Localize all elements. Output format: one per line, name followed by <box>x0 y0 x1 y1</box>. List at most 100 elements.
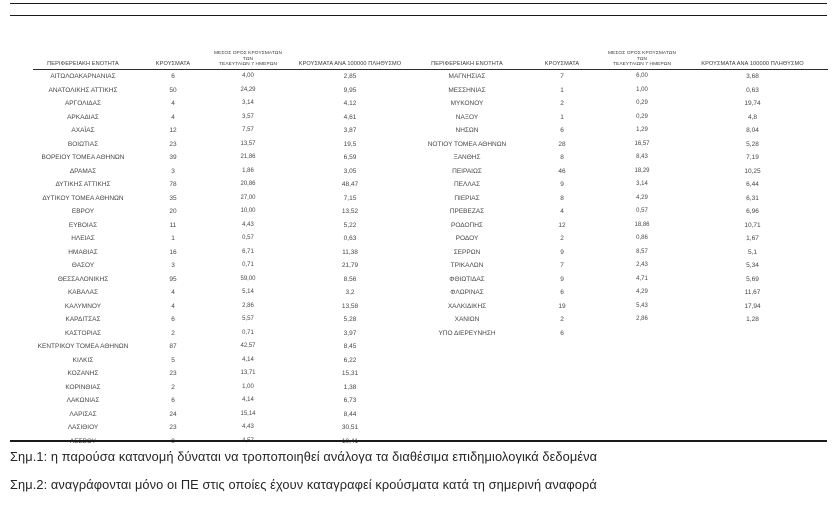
region-name: ΠΙΕΡΙΑΣ <box>454 194 480 202</box>
cases-value: 4 <box>560 208 564 216</box>
table-row: ΗΛΕΙΑΣ 1 0,57 0,63 <box>33 232 417 246</box>
avg7-value: 21,86 <box>240 154 256 161</box>
region-name: ΘΕΣΣΑΛΟΝΙΚΗΣ <box>57 275 109 283</box>
per100k-value: 13,52 <box>341 208 359 216</box>
table-row: ΑΡΓΟΛΙΔΑΣ 4 3,14 4,12 <box>33 97 417 111</box>
cases-value: 1 <box>171 235 175 243</box>
per100k-value: 3,87 <box>343 127 357 135</box>
per100k-value: 4,8 <box>747 113 758 121</box>
table-row: ΤΡΙΚΑΛΩΝ 7 2,43 5,34 <box>417 259 828 273</box>
per100k-value: 0,63 <box>746 86 759 94</box>
region-name: ΒΟΙΩΤΙΑΣ <box>67 140 99 148</box>
table-row: ΧΑΝΙΩΝ 2 2,86 1,28 <box>417 313 828 327</box>
column-header-per-100k: ΚΡΟΥΣΜΑΤΑ ΑΝΑ 100000 ΠΛΗΘΥΣΜΟ <box>701 61 804 67</box>
table-bottom-rule <box>10 440 827 442</box>
region-name: ΧΑΝΙΩΝ <box>454 316 480 324</box>
column-header-7day-average-line2: ΤΕΛΕΥΤΑΙΩΝ 7 ΗΜΕΡΩΝ <box>612 61 672 67</box>
table-row: ΜΕΣΣΗΝΙΑΣ 1 1,00 0,63 <box>417 84 828 98</box>
per100k-value: 1,38 <box>343 383 357 391</box>
avg7-value: 4,00 <box>242 73 254 80</box>
footnote-1: Σημ.1: η παρούσα κατανομή δύναται να τρο… <box>10 449 598 464</box>
avg7-value: 8,43 <box>636 154 648 161</box>
column-header-per-100k: ΚΡΟΥΣΜΑΤΑ ΑΝΑ 100000 ΠΛΗΘΥΣΜΟ <box>298 61 402 67</box>
avg7-value: 10,00 <box>240 208 256 215</box>
region-name: ΝΟΤΙΟΥ ΤΟΜΕΑ ΑΘΗΝΩΝ <box>427 140 507 148</box>
region-name: ΚΕΝΤΡΙΚΟΥ ΤΟΜΕΑ ΑΘΗΝΩΝ <box>37 343 129 351</box>
column-header-region: ΠΕΡΙΦΕΡΕΙΑΚΗ ΕΝΟΤΗΤΑ <box>47 61 119 67</box>
region-name: ΑΝΑΤΟΛΙΚΗΣ ΑΤΤΙΚΗΣ <box>48 86 118 94</box>
table-row: ΚΑΛΥΜΝΟΥ 4 2,86 13,58 <box>33 300 417 314</box>
region-name: ΔΥΤΙΚΗΣ ΑΤΤΙΚΗΣ <box>55 181 111 189</box>
per100k-value: 8,04 <box>746 127 759 135</box>
cases-value: 50 <box>169 86 177 94</box>
table-row: ΚΑΡΔΙΤΣΑΣ 6 5,57 5,28 <box>33 313 417 327</box>
region-name: ΠΡΕΒΕΖΑΣ <box>449 208 485 216</box>
per100k-value: 9,95 <box>343 86 357 94</box>
per100k-value: 7,19 <box>746 154 759 162</box>
avg7-value: 24,29 <box>240 86 256 93</box>
column-header-cases: ΚΡΟΥΣΜΑΤΑ <box>155 61 191 67</box>
per100k-value: 5,28 <box>343 316 357 324</box>
per100k-value: 5,28 <box>746 140 759 148</box>
avg7-value: 4,14 <box>242 397 254 404</box>
region-name: ΠΕΙΡΑΙΩΣ <box>452 167 482 175</box>
cases-value: 8 <box>560 194 564 202</box>
cases-value: 1 <box>560 113 564 121</box>
table-row: ΘΑΣΟΥ 3 0,71 21,79 <box>33 259 417 273</box>
region-name: ΚΑΡΔΙΤΣΑΣ <box>65 316 101 324</box>
avg7-value: 59,00 <box>240 275 256 282</box>
cases-value: 5 <box>171 356 175 364</box>
table-row: ΒΟΡΕΙΟΥ ΤΟΜΕΑ ΑΘΗΝΩΝ 39 21,86 6,59 <box>33 151 417 165</box>
per100k-value: 19,74 <box>744 100 761 108</box>
cases-value: 2 <box>560 235 564 243</box>
avg7-value: 4,14 <box>242 356 254 363</box>
table-body-left: ΑΙΤΩΛΟΑΚΑΡΝΑΝΙΑΣ 6 4,00 2,85 ΑΝΑΤΟΛΙΚΗΣ … <box>33 70 417 448</box>
per100k-value: 48,47 <box>341 181 359 189</box>
per100k-value: 19,5 <box>343 140 357 148</box>
per100k-value: 30,51 <box>341 424 359 432</box>
region-name: ΜΑΓΝΗΣΙΑΣ <box>448 73 486 81</box>
avg7-value: 4,29 <box>636 194 648 201</box>
table-row: ΜΥΚΟΝΟΥ 2 0,29 19,74 <box>417 97 828 111</box>
avg7-value: 1,29 <box>636 127 648 134</box>
cases-value: 23 <box>169 140 177 148</box>
per100k-value: 6,31 <box>746 194 759 202</box>
table-body-right: ΜΑΓΝΗΣΙΑΣ 7 6,00 3,68 ΜΕΣΣΗΝΙΑΣ 1 1,00 0… <box>417 70 828 340</box>
per100k-value: 10,25 <box>744 167 761 175</box>
avg7-value: 6,71 <box>242 248 254 255</box>
region-name: ΔΡΑΜΑΣ <box>69 167 97 175</box>
per100k-value: 6,73 <box>343 397 357 405</box>
cases-value: 3 <box>171 167 175 175</box>
table-row: ΘΕΣΣΑΛΟΝΙΚΗΣ 95 59,00 8,56 <box>33 273 417 287</box>
avg7-value: 3,57 <box>242 113 254 120</box>
avg7-value: 6,00 <box>636 73 648 80</box>
footnote-2: Σημ.2: αναγράφονται μόνο οι ΠΕ στις οποί… <box>10 477 597 492</box>
top-horizontal-rule-2 <box>10 15 827 16</box>
per100k-value: 6,59 <box>343 154 357 162</box>
regional-cases-table: ΠΕΡΙΦΕΡΕΙΑΚΗ ΕΝΟΤΗΤΑ ΚΡΟΥΣΜΑΤΑ ΜΕΣΟΣ ΟΡΟ… <box>33 48 828 448</box>
table-row: ΒΟΙΩΤΙΑΣ 23 13,57 19,5 <box>33 138 417 152</box>
per100k-value: 2,85 <box>343 73 357 81</box>
region-name: ΚΑΣΤΟΡΙΑΣ <box>64 329 102 337</box>
region-name: ΚΟΖΑΝΗΣ <box>67 370 99 378</box>
cases-value: 12 <box>169 127 177 135</box>
region-name: ΥΠΟ ΔΙΕΡΕΥΝΗΣΗ <box>438 329 496 337</box>
cases-value: 2 <box>560 100 564 108</box>
avg7-value: 5,43 <box>636 302 648 309</box>
cases-value: 20 <box>169 208 177 216</box>
avg7-value: 27,00 <box>240 194 256 201</box>
avg7-value: 2,43 <box>636 262 648 269</box>
per100k-value: 13,58 <box>341 302 359 310</box>
avg7-value: 42,57 <box>240 343 256 350</box>
cases-value: 23 <box>169 424 177 432</box>
region-name: ΦΘΙΩΤΙΔΑΣ <box>449 275 485 283</box>
table-header-row: ΠΕΡΙΦΕΡΕΙΑΚΗ ΕΝΟΤΗΤΑ ΚΡΟΥΣΜΑΤΑ ΜΕΣΟΣ ΟΡΟ… <box>33 48 417 70</box>
region-name: ΕΒΡΟΥ <box>71 208 95 216</box>
per100k-value: 21,79 <box>341 262 359 270</box>
table-row: ΜΑΓΝΗΣΙΑΣ 7 6,00 3,68 <box>417 70 828 84</box>
table-row: ΣΕΡΡΩΝ 9 8,57 5,1 <box>417 246 828 260</box>
region-name: ΘΑΣΟΥ <box>71 262 95 270</box>
column-header-region: ΠΕΡΙΦΕΡΕΙΑΚΗ ΕΝΟΤΗΤΑ <box>431 61 503 67</box>
region-name: ΛΑΣΙΘΙΟΥ <box>67 424 99 432</box>
region-name: ΑΡΓΟΛΙΔΑΣ <box>64 100 102 108</box>
